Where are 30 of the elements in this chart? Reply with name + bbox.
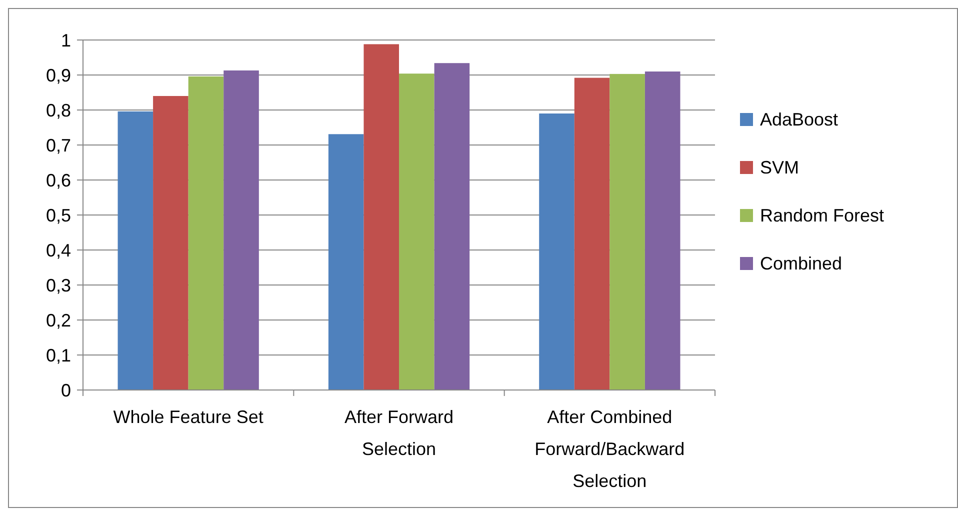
legend-label: SVM bbox=[760, 157, 800, 178]
legend-label: Random Forest bbox=[760, 205, 884, 226]
y-tick-label: 0,7 bbox=[46, 135, 71, 156]
x-tick-label: Whole Feature Set bbox=[113, 407, 264, 427]
bar bbox=[644, 72, 680, 390]
y-tick-label: 0 bbox=[60, 380, 71, 400]
legend-label: Combined bbox=[760, 253, 842, 274]
y-tick-label: 0,2 bbox=[46, 310, 71, 330]
bar bbox=[328, 134, 364, 390]
bar bbox=[188, 76, 224, 390]
y-tick-label: 0,8 bbox=[46, 100, 71, 120]
legend-label: AdaBoost bbox=[760, 109, 838, 130]
bar bbox=[434, 63, 470, 390]
y-tick-label: 0,3 bbox=[46, 275, 71, 296]
x-tick-label: After Combined Forward/Backward Selection bbox=[534, 407, 685, 491]
bar bbox=[153, 96, 188, 390]
y-tick-label: 0,1 bbox=[46, 345, 71, 366]
y-tick-label: 1 bbox=[60, 30, 71, 50]
bar bbox=[224, 70, 259, 390]
bar bbox=[118, 111, 154, 390]
bar bbox=[399, 74, 434, 390]
x-tick-label: After Forward Selection bbox=[344, 407, 454, 459]
bar bbox=[574, 78, 610, 390]
y-tick-label: 0,5 bbox=[46, 205, 71, 226]
bar bbox=[539, 114, 574, 390]
y-tick-label: 0,9 bbox=[46, 65, 71, 86]
bar bbox=[610, 74, 645, 390]
bar bbox=[364, 44, 399, 390]
y-tick-label: 0,6 bbox=[46, 170, 71, 190]
y-tick-label: 0,4 bbox=[46, 240, 71, 260]
